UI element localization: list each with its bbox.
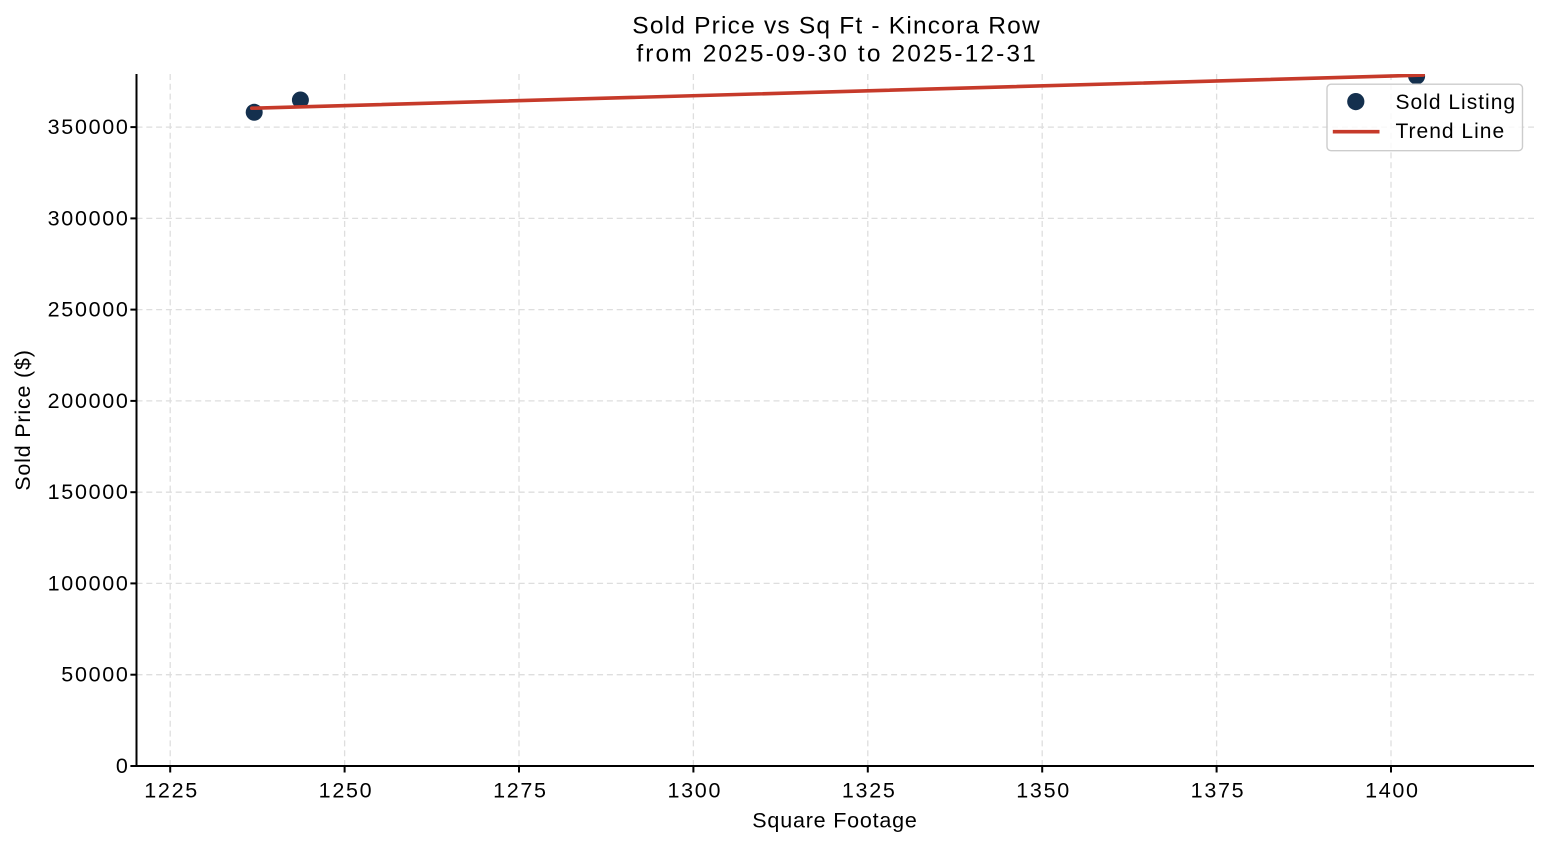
svg-text:Sold Price ($): Sold Price ($)	[11, 349, 35, 490]
svg-text:1275: 1275	[493, 779, 548, 803]
svg-text:1350: 1350	[1016, 779, 1071, 803]
svg-text:1325: 1325	[842, 779, 897, 803]
svg-text:1225: 1225	[144, 779, 199, 803]
svg-text:Square Footage: Square Footage	[752, 809, 917, 833]
svg-text:1375: 1375	[1191, 779, 1246, 803]
svg-text:1300: 1300	[667, 779, 722, 803]
svg-text:from 2025-09-30 to 2025-12-31: from 2025-09-30 to 2025-12-31	[636, 41, 1037, 68]
svg-text:350000: 350000	[48, 115, 130, 139]
svg-text:1400: 1400	[1365, 779, 1420, 803]
svg-text:200000: 200000	[48, 389, 130, 413]
svg-text:300000: 300000	[48, 206, 130, 230]
svg-text:Trend Line: Trend Line	[1396, 120, 1506, 143]
svg-text:100000: 100000	[48, 571, 130, 595]
svg-text:50000: 50000	[61, 663, 129, 687]
svg-text:0: 0	[116, 754, 130, 778]
svg-text:250000: 250000	[48, 298, 130, 322]
svg-text:Sold Listing: Sold Listing	[1396, 91, 1517, 114]
svg-text:Sold Price vs Sq Ft - Kincora: Sold Price vs Sq Ft - Kincora Row	[632, 13, 1041, 40]
svg-text:1250: 1250	[319, 779, 374, 803]
svg-text:150000: 150000	[48, 480, 130, 504]
